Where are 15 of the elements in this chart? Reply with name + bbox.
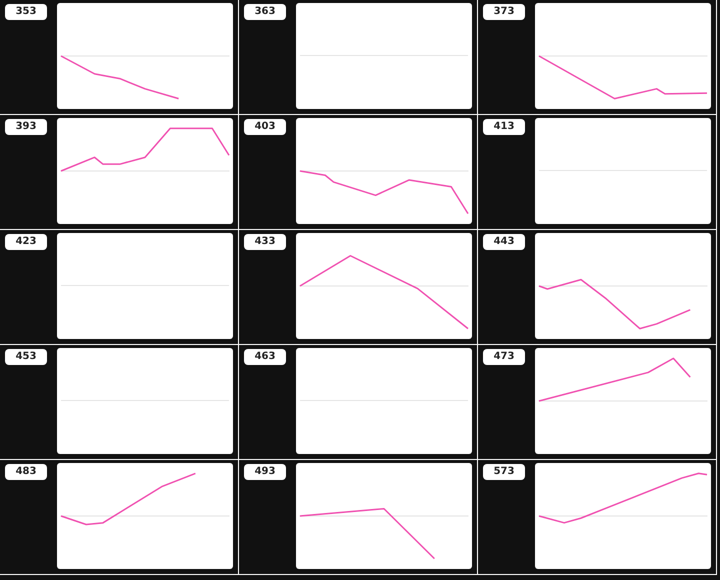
text: 453 bbox=[5, 349, 47, 365]
text: 413 bbox=[483, 119, 525, 135]
chart-title: 353 bbox=[5, 4, 47, 20]
text: 363 bbox=[244, 4, 286, 20]
chart-title: 493 bbox=[244, 464, 286, 480]
chart-title: 473 bbox=[483, 349, 525, 365]
text: 423 bbox=[5, 234, 47, 250]
chart-title: 393 bbox=[5, 119, 47, 135]
chart-title: 483 bbox=[5, 464, 47, 480]
chart-title: 403 bbox=[244, 119, 286, 135]
text: 463 bbox=[244, 349, 286, 365]
chart-title: 433 bbox=[244, 234, 286, 250]
chart-title: 373 bbox=[483, 4, 525, 20]
chart-title: 573 bbox=[483, 464, 525, 480]
chart-title: 443 bbox=[483, 234, 525, 250]
